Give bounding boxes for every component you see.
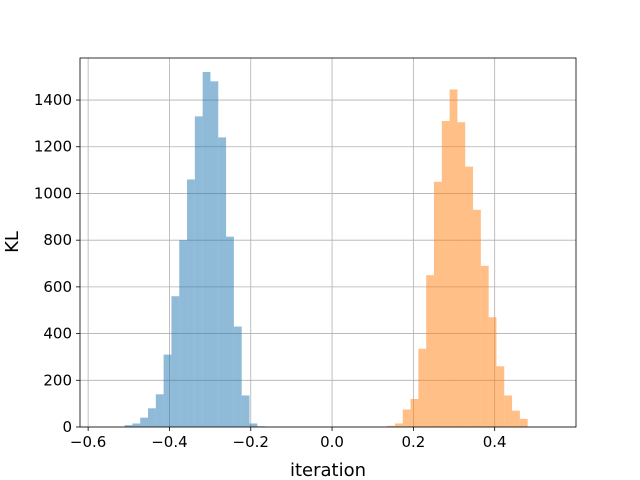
histogram-bar-series-1 <box>218 137 227 427</box>
histogram-bar-series-2 <box>410 398 419 427</box>
histogram-bar-series-1 <box>140 417 149 427</box>
histogram-bar-series-2 <box>387 425 395 427</box>
histogram-bar-series-2 <box>441 121 450 428</box>
y-tick-label: 600 <box>43 278 72 296</box>
histogram-bar-series-1 <box>179 240 188 427</box>
histogram-bar-series-2 <box>488 317 497 427</box>
histogram-bar-series-2 <box>457 122 466 428</box>
histogram-bar-series-2 <box>504 395 513 427</box>
histogram-bar-series-2 <box>418 348 427 427</box>
x-tick-label: −0.2 <box>233 433 269 451</box>
histogram-bar-series-2 <box>473 209 481 427</box>
x-axis-label: iteration <box>290 460 366 480</box>
y-tick-label: 1000 <box>34 184 72 202</box>
x-tick-label: 0.2 <box>401 433 425 451</box>
histogram-bar-series-2 <box>465 166 474 428</box>
x-tick-label: 0.0 <box>320 433 344 451</box>
histogram-bar-series-1 <box>148 408 156 427</box>
y-tick-label: 1200 <box>34 138 72 156</box>
histogram-bar-series-1 <box>171 296 180 427</box>
histogram-bar-series-2 <box>433 181 442 427</box>
y-tick-label: 0 <box>62 418 72 436</box>
histogram-bar-series-1 <box>194 116 203 427</box>
histogram-bar-series-2 <box>519 418 528 427</box>
histogram-bar-series-2 <box>449 89 458 428</box>
histogram-bar-series-1 <box>226 236 234 427</box>
bars <box>124 72 528 428</box>
histogram-bar-series-2 <box>426 275 434 427</box>
histogram-bar-series-1 <box>124 425 133 427</box>
histogram-bar-series-1 <box>187 179 195 427</box>
x-tick-label: −0.6 <box>70 433 106 451</box>
histogram-bar-series-2 <box>394 423 403 427</box>
histogram-bar-series-2 <box>512 410 520 427</box>
histogram-bar-series-1 <box>202 72 211 427</box>
x-tick-label: 0.4 <box>483 433 507 451</box>
x-tick-label: −0.4 <box>151 433 187 451</box>
y-tick-label: 400 <box>43 325 72 343</box>
histogram-bar-series-1 <box>132 423 141 427</box>
histogram-bar-series-1 <box>249 423 258 427</box>
y-tick-label: 200 <box>43 371 72 389</box>
histogram-bar-series-2 <box>402 409 411 427</box>
grid <box>80 58 576 428</box>
histogram-bar-series-1 <box>210 81 219 427</box>
y-axis-label: KL <box>2 231 23 253</box>
histogram-bar-series-2 <box>496 366 505 427</box>
histogram-bar-series-1 <box>155 394 164 427</box>
histogram-bar-series-2 <box>480 265 489 427</box>
y-tick-label: 800 <box>43 231 72 249</box>
histogram-bar-series-1 <box>233 326 242 427</box>
y-tick-label: 1400 <box>34 91 72 109</box>
axis-ticks: −0.6 −0.4 −0.2 0.0 0.2 0.4 0 200 400 600 800 1000 12… <box>34 91 507 451</box>
plot-frame <box>79 57 577 428</box>
histogram-bar-series-1 <box>163 354 172 427</box>
histogram-bar-series-1 <box>241 395 250 427</box>
